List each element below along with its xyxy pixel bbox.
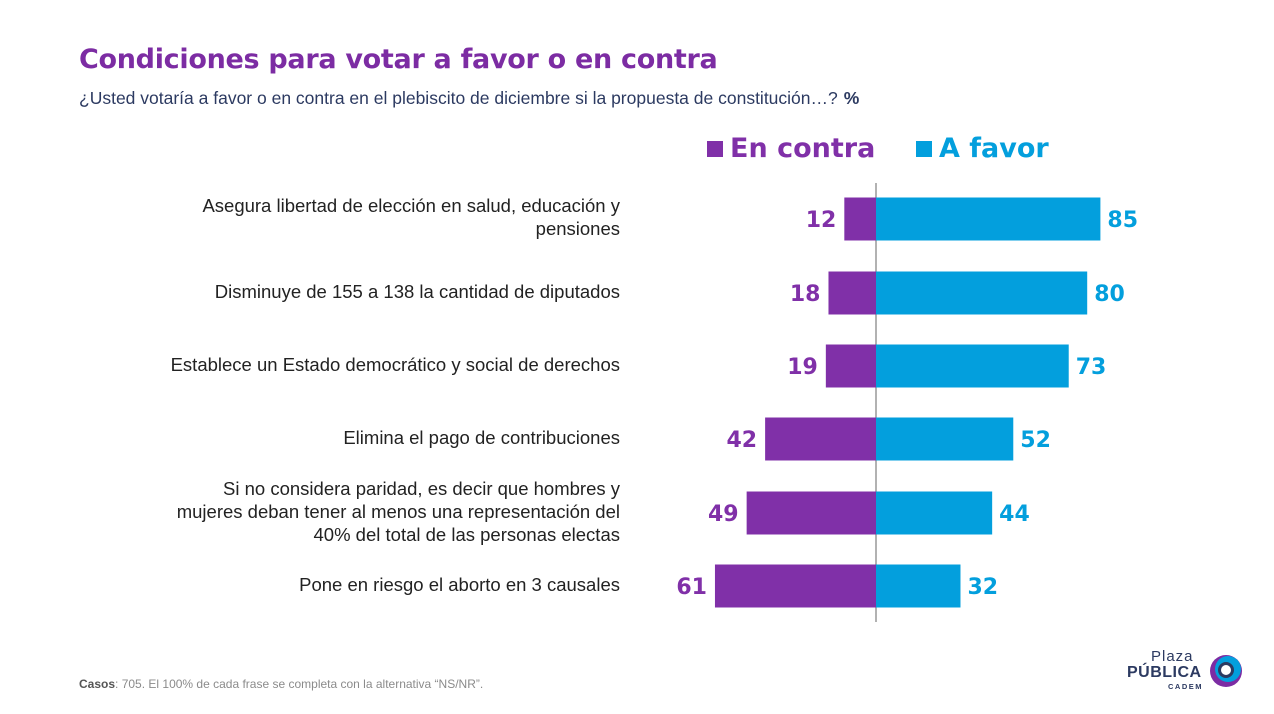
legend-en-contra: En contra: [707, 133, 875, 164]
bar-a-favor: [876, 417, 1014, 461]
legend-a-favor: A favor: [916, 133, 1049, 164]
category-label-line: 40% del total de las personas electas: [313, 523, 620, 545]
bar-en-contra: [746, 491, 876, 535]
bar-a-favor: [876, 344, 1069, 388]
bar-en-contra: [765, 417, 876, 461]
legend-swatch-a-favor: [916, 140, 932, 157]
legend-label-en-contra: En contra: [730, 133, 876, 164]
value-label-en-contra: 42: [726, 428, 757, 453]
value-label-en-contra: 18: [790, 282, 821, 307]
category-label-line: Establece un Estado democrático y social…: [170, 353, 620, 375]
logo-cadem: CADEM: [1168, 682, 1203, 691]
category-label: Si no considera paridad, es decir que ho…: [60, 477, 620, 546]
logo-plaza: Plaza: [1151, 648, 1194, 665]
category-label-line: Asegura libertad de elección en salud, e…: [202, 195, 620, 216]
bar-en-contra: [825, 344, 876, 388]
bar-en-contra: [828, 271, 876, 315]
value-label-en-contra: 49: [708, 502, 739, 527]
category-label-line: pensiones: [535, 218, 620, 239]
bar-a-favor: [876, 491, 993, 535]
footer-note: Casos: 705. El 100% de cada frase se com…: [79, 677, 483, 691]
bar-a-favor: [876, 197, 1101, 241]
subtitle-unit: %: [843, 88, 860, 108]
value-label-a-favor: 73: [1076, 355, 1107, 380]
category-label: Pone en riesgo el aborto en 3 causales: [60, 573, 620, 596]
value-label-en-contra: 19: [787, 355, 818, 380]
bar-en-contra: [844, 197, 876, 241]
logo-swirl-icon: [1210, 655, 1242, 687]
bar-a-favor: [876, 271, 1088, 315]
value-label-a-favor: 80: [1094, 282, 1125, 307]
category-label-line: Si no considera paridad, es decir que ho…: [223, 477, 620, 499]
chart-subtitle: ¿Usted votaría a favor o en contra en el…: [79, 88, 859, 109]
chart-title: Condiciones para votar a favor o en cont…: [79, 44, 718, 75]
category-label-line: Elimina el pago de contribuciones: [343, 426, 620, 448]
legend-label-a-favor: A favor: [939, 133, 1049, 164]
category-label-line: Pone en riesgo el aborto en 3 causales: [299, 573, 620, 595]
value-label-en-contra: 12: [806, 208, 837, 233]
value-label-en-contra: 61: [676, 575, 707, 600]
category-label: Asegura libertad de elección en salud, e…: [60, 194, 620, 240]
subtitle-text: ¿Usted votaría a favor o en contra en el…: [79, 88, 838, 108]
category-label-line: mujeres deban tener al menos una represe…: [176, 500, 620, 522]
category-label: Disminuye de 155 a 138 la cantidad de di…: [60, 280, 620, 303]
value-label-a-favor: 44: [999, 502, 1030, 527]
legend-swatch-en-contra: [707, 140, 723, 157]
category-label: Establece un Estado democrático y social…: [60, 353, 620, 376]
logo-publica: PÚBLICA: [1127, 664, 1202, 681]
bar-en-contra: [714, 564, 876, 608]
bar-a-favor: [876, 564, 961, 608]
category-label: Elimina el pago de contribuciones: [60, 426, 620, 449]
value-label-a-favor: 52: [1020, 428, 1051, 453]
value-label-a-favor: 85: [1107, 208, 1138, 233]
footer-casos-text: : 705. El 100% de cada frase se completa…: [115, 677, 484, 691]
plaza-publica-logo: Plaza PÚBLICA CADEM: [1126, 648, 1248, 696]
value-label-a-favor: 32: [967, 575, 998, 600]
category-label-line: Disminuye de 155 a 138 la cantidad de di…: [214, 280, 620, 302]
footer-casos-label: Casos: [79, 677, 116, 691]
